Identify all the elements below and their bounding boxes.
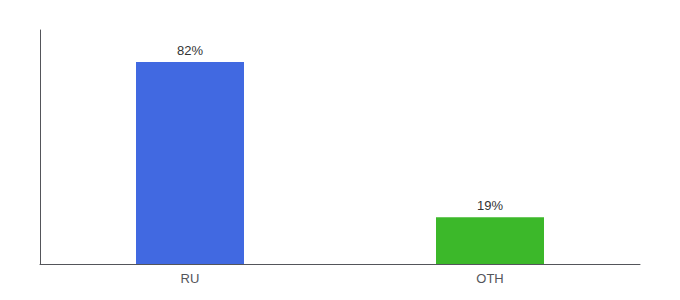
svg-text:RU: RU bbox=[181, 271, 200, 286]
svg-text:OTH: OTH bbox=[476, 271, 503, 286]
svg-text:82%: 82% bbox=[177, 43, 203, 58]
svg-text:19%: 19% bbox=[477, 198, 503, 213]
